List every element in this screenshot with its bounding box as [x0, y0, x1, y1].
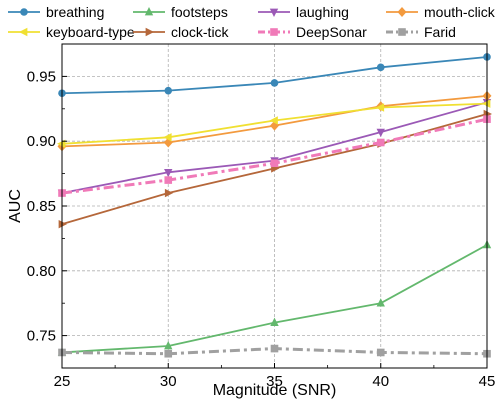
data-point — [163, 133, 172, 142]
legend-item-mouth-click: mouth-click — [386, 4, 496, 20]
legend-item-clock-tick: clock-tick — [133, 24, 230, 40]
data-point — [376, 298, 385, 307]
legend-label: laughing — [296, 4, 349, 20]
legend-item-deepsonar: DeepSonar — [258, 24, 367, 40]
legend-label: keyboard-type — [46, 24, 135, 40]
data-point — [270, 317, 279, 326]
y-axis-label: AUC — [7, 189, 24, 223]
data-point — [270, 344, 279, 353]
x-axis-label: Magnitude (SNR) — [213, 382, 337, 399]
y-axis: 0.75 0.80 0.85 0.90 0.95 — [27, 43, 67, 369]
data-point — [58, 219, 67, 229]
legend-marker — [144, 7, 154, 16]
legend-item-keyboard-type: keyboard-type — [8, 24, 135, 40]
data-point — [164, 340, 173, 350]
legend-label: Farid — [424, 24, 456, 40]
legend-label: footsteps — [171, 4, 228, 20]
legend-item-footsteps: footsteps — [133, 4, 228, 20]
y-tick-label: 0.85 — [27, 198, 56, 215]
legend-item-farid: Farid — [386, 24, 456, 40]
data-point — [482, 99, 491, 108]
x-axis: 25 30 35 40 45 — [54, 363, 496, 390]
legend-label: breathing — [46, 4, 104, 20]
y-tick-label: 0.90 — [27, 133, 56, 150]
series-breathing — [58, 53, 491, 98]
x-tick-label: 45 — [479, 373, 496, 390]
data-point — [164, 176, 173, 184]
legend-marker — [145, 27, 154, 37]
data-point — [269, 116, 278, 125]
x-tick-label: 30 — [160, 373, 177, 390]
legend-label: mouth-click — [424, 4, 496, 20]
series-footsteps — [57, 239, 492, 356]
data-point — [375, 103, 385, 112]
legend-marker — [398, 28, 406, 36]
y-tick-label: 0.75 — [27, 328, 56, 345]
x-tick-label: 35 — [266, 373, 283, 390]
legend-marker — [270, 28, 278, 36]
legend-marker — [269, 8, 279, 17]
x-tick-label: 40 — [372, 373, 389, 390]
data-point — [376, 128, 385, 138]
data-point — [164, 168, 173, 178]
series-laughing — [57, 98, 492, 199]
legend-item-breathing: breathing — [8, 4, 104, 20]
x-tick-label: 25 — [54, 373, 71, 390]
data-point — [376, 348, 385, 357]
data-point — [164, 349, 173, 358]
y-tick-label: 0.95 — [27, 68, 56, 85]
data-point — [164, 86, 173, 95]
y-tick-label: 0.80 — [27, 263, 56, 280]
legend-marker — [20, 8, 28, 16]
legend-label: clock-tick — [171, 24, 230, 40]
legend-label: DeepSonar — [296, 24, 367, 40]
legend-marker — [19, 27, 28, 37]
data-point — [270, 79, 279, 87]
legend-marker — [397, 7, 407, 17]
data-point — [164, 188, 174, 198]
data-point — [376, 63, 385, 72]
legend-item-laughing: laughing — [258, 4, 349, 20]
data-point — [270, 159, 279, 168]
legend: breathing footsteps laughing mouth-click key… — [8, 4, 496, 40]
data-point — [376, 138, 385, 147]
